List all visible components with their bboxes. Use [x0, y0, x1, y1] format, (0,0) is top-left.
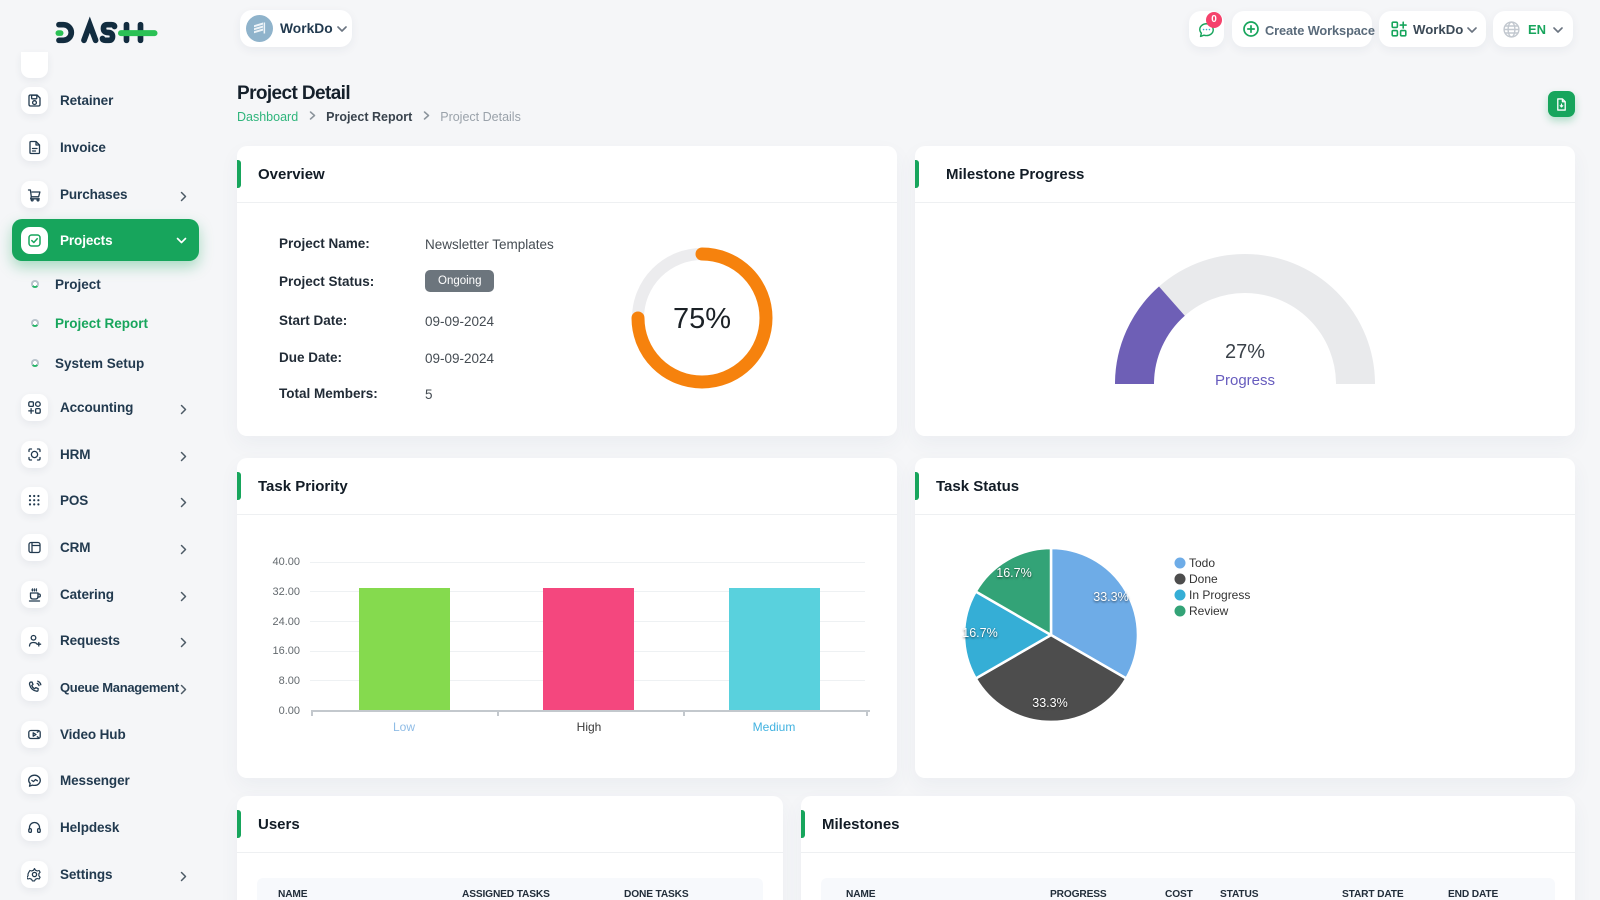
svg-text:Todo: Todo: [1189, 556, 1215, 570]
svg-text:33.3%: 33.3%: [1093, 590, 1128, 604]
svg-text:Done: Done: [1189, 572, 1218, 586]
svg-text:Progress: Progress: [1215, 372, 1275, 389]
svg-text:In Progress: In Progress: [1189, 588, 1250, 602]
svg-text:33.3%: 33.3%: [1032, 696, 1067, 710]
svg-text:16.7%: 16.7%: [962, 626, 997, 640]
svg-text:Review: Review: [1189, 604, 1229, 618]
svg-text:75%: 75%: [673, 303, 731, 335]
svg-text:27%: 27%: [1225, 341, 1265, 363]
svg-text:16.7%: 16.7%: [996, 566, 1031, 580]
